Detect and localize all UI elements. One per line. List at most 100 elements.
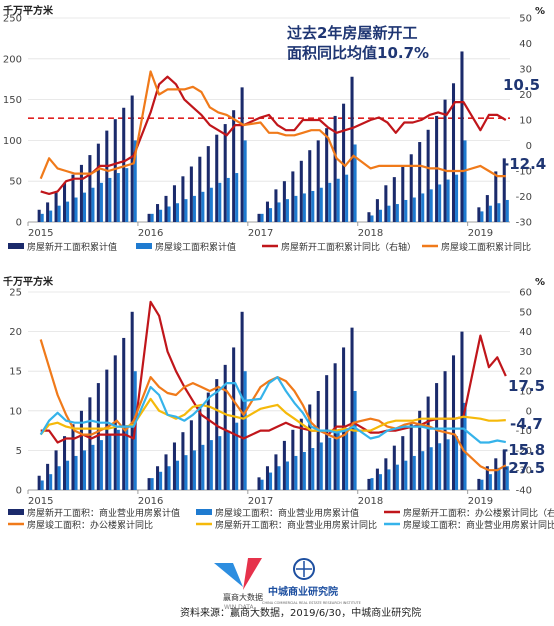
bar xyxy=(184,199,188,222)
chart2-legend: 房屋新开工面积：商业营业用房累计值 房屋竣工面积：商业营业用房累计值 房屋新开工面积… xyxy=(8,507,554,531)
bar xyxy=(418,142,422,222)
bar xyxy=(201,444,205,490)
bar xyxy=(66,201,70,222)
chart1-annotation-line1: 过去2年房屋新开工 xyxy=(287,24,417,42)
chart1-right-ticks: -30 -20 -10 0 10 20 30 40 50 xyxy=(516,14,532,229)
bar xyxy=(342,347,346,490)
bar xyxy=(328,182,332,222)
bar xyxy=(477,478,481,490)
chart2-bars xyxy=(37,311,509,490)
bar xyxy=(74,455,78,490)
year-tick-label: 2019 xyxy=(468,496,493,507)
bar xyxy=(463,140,467,222)
legend-label: 房屋新开工面积累计同比（右轴） xyxy=(281,241,416,253)
bar xyxy=(353,391,357,490)
bar xyxy=(257,213,261,222)
bar xyxy=(215,379,219,490)
bar xyxy=(88,155,92,222)
bar xyxy=(181,176,185,222)
bar xyxy=(167,466,171,490)
left-tick-label: 10 xyxy=(9,406,22,417)
bar xyxy=(375,468,379,490)
bar xyxy=(133,140,137,222)
legend-label: 房屋竣工面积累计同比 xyxy=(441,241,531,253)
bar xyxy=(99,440,103,490)
bar xyxy=(494,171,498,222)
bar xyxy=(96,383,100,490)
bar xyxy=(282,440,286,490)
bar xyxy=(125,425,129,490)
bar xyxy=(226,177,230,222)
bar xyxy=(299,418,303,490)
bar xyxy=(311,448,315,490)
bar xyxy=(350,76,354,222)
bar xyxy=(91,187,95,222)
bar xyxy=(150,213,154,222)
bar xyxy=(392,445,396,490)
bar xyxy=(265,466,269,490)
series-line xyxy=(40,300,507,444)
windata-logo-cn: 赢商大数据 xyxy=(223,592,263,602)
legend-label: 房屋竣工面积累计值 xyxy=(155,241,236,253)
source-note: 资料来源：赢商大数据，2019/6/30，中城商业研究院 xyxy=(180,606,421,619)
bar xyxy=(156,466,160,490)
bar xyxy=(71,424,75,490)
bar xyxy=(455,174,459,222)
bar xyxy=(189,420,193,490)
bar xyxy=(488,205,492,222)
bar xyxy=(311,190,315,222)
bar xyxy=(175,203,180,222)
bar xyxy=(451,355,456,490)
bar xyxy=(480,211,484,222)
bar xyxy=(209,187,213,222)
bar xyxy=(116,429,120,490)
bar xyxy=(438,443,442,490)
bar xyxy=(274,189,278,222)
bar xyxy=(223,124,227,222)
right-tick-label: 60 xyxy=(519,288,532,299)
bar xyxy=(443,99,447,222)
institute-emblem-icon xyxy=(293,558,315,580)
institute-logo-cn: 中城商业研究院 xyxy=(268,585,338,598)
chart2-end-label-office-starts: 17.5 xyxy=(508,377,545,395)
chart2-end-label-retail-completions: -15.8 xyxy=(502,441,545,459)
right-tick-label: 50 xyxy=(519,307,532,318)
bar xyxy=(274,454,278,490)
chart1-right-unit: % xyxy=(535,6,545,17)
bar xyxy=(175,460,180,490)
bar xyxy=(299,160,303,222)
year-tick-label: 2018 xyxy=(358,228,383,239)
legend-label: 房屋竣工面积：商业营业用房累计同比 xyxy=(403,519,554,531)
bar xyxy=(82,192,87,222)
bar xyxy=(122,107,126,222)
bar xyxy=(108,177,112,222)
chart-2: 千万平方米 % 0 5 10 15 20 25 -40 -30 -20 -10 0 10 20 30 40… xyxy=(3,275,554,531)
chart1-legend: 房屋新开工面积累计值 房屋竣工面积累计值 房屋新开工面积累计同比（右轴） 房屋竣工面积… xyxy=(8,241,531,253)
bar xyxy=(350,327,354,490)
chart1-annotation-line2: 面积同比均值10.7% xyxy=(287,44,429,62)
bar xyxy=(455,436,459,490)
year-tick-label: 2016 xyxy=(138,228,163,239)
bar xyxy=(345,428,349,490)
bar xyxy=(451,83,456,222)
year-tick-label: 2015 xyxy=(28,228,53,239)
windata-logo-mark-right xyxy=(243,558,262,590)
bar xyxy=(485,195,489,222)
bar xyxy=(113,119,117,222)
bar xyxy=(232,347,236,490)
bar xyxy=(418,410,422,490)
legend-label: 房屋竣工面积：办公楼累计同比 xyxy=(27,519,153,531)
legend-swatch-bar xyxy=(8,509,24,515)
legend-label: 房屋新开工面积累计值 xyxy=(27,241,117,253)
bar xyxy=(308,150,312,222)
bar xyxy=(122,337,126,490)
institute-emblem-cross-icon xyxy=(296,561,312,577)
bar xyxy=(54,192,58,222)
chart2-left-unit: 千万平方米 xyxy=(3,275,54,288)
bar xyxy=(156,204,160,222)
bar xyxy=(130,95,134,222)
bar xyxy=(172,442,176,490)
year-tick-label: 2016 xyxy=(138,496,163,507)
bar xyxy=(223,364,227,490)
